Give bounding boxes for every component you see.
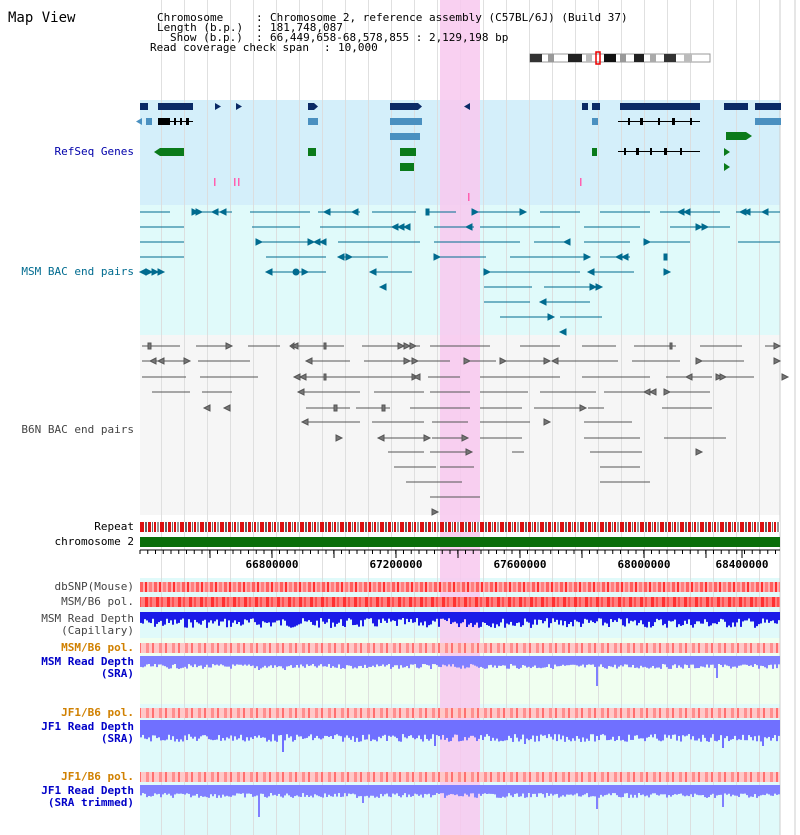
span-sep: :: [324, 41, 338, 54]
chromosome-sep: :: [256, 11, 270, 24]
track-label-msm-b6-pol-2[interactable]: MSM/B6 pol.: [61, 641, 134, 654]
msm-read-depth-sra: [140, 656, 780, 686]
track-label-msm-depth-sra-2: (SRA): [100, 667, 134, 680]
chromosome-bar[interactable]: [140, 537, 780, 547]
selection-highlight: [440, 0, 480, 835]
jf1-b6-pol-track-1: [140, 708, 780, 718]
track-label-jf1-b6-pol-1[interactable]: JF1/B6 pol.: [61, 706, 134, 719]
axis-label-3: 67600000: [493, 558, 547, 571]
app-title: Map View: [8, 10, 76, 26]
track-label-jf1-depth-trim-2: (SRA trimmed): [47, 796, 134, 809]
axis-label-2: 67200000: [369, 558, 423, 571]
show-value: 66,449,658-68,578,855 : 2,129,198 bp: [270, 31, 509, 44]
track-label-msm-bac[interactable]: MSM BAC end pairs: [21, 265, 134, 278]
track-label-msm-depth-cap-2: (Capillary): [61, 624, 134, 637]
axis-label-5: 68400000: [715, 558, 769, 571]
length-sep: :: [256, 21, 270, 34]
track-label-jf1-depth-sra-2: (SRA): [100, 732, 134, 745]
chromosome-key: Chromosome: [157, 11, 224, 24]
span-key: Read coverage check span: [150, 41, 309, 54]
length-value: 181,748,087: [270, 21, 343, 34]
axis-label-4: 68000000: [617, 558, 671, 571]
axis-label-1: 66800000: [245, 558, 299, 571]
jf1-b6-pol-track-2: [140, 772, 780, 782]
b6n-bac-end-pairs[interactable]: [142, 342, 790, 516]
chromosome-value: Chromosome 2, reference assembly (C57BL/…: [270, 11, 628, 24]
jf1-read-depth-sra: [140, 720, 780, 752]
track-label-repeat[interactable]: Repeat: [94, 520, 134, 533]
show-sep: :: [256, 31, 270, 44]
refseq-genes[interactable]: [136, 103, 781, 201]
track-label-jf1-depth-sra-1[interactable]: JF1 Read Depth: [41, 720, 134, 733]
jf1-read-depth-sra-trimmed: [140, 785, 780, 817]
span-value: 10,000: [338, 41, 378, 54]
chromosome-ideogram: [529, 51, 711, 65]
track-label-msm-b6-pol-1[interactable]: MSM/B6 pol.: [61, 595, 134, 608]
track-label-b6n-bac[interactable]: B6N BAC end pairs: [21, 423, 134, 436]
track-label-refseq[interactable]: RefSeq Genes: [54, 145, 134, 158]
track-label-dbsnp[interactable]: dbSNP(Mouse): [54, 580, 134, 593]
repeat-track[interactable]: [140, 522, 780, 532]
track-label-chromosome[interactable]: chromosome 2: [54, 535, 134, 548]
dbsnp-track: [140, 582, 780, 592]
msm-bac-end-pairs[interactable]: [138, 208, 780, 336]
track-label-jf1-depth-trim-1[interactable]: JF1 Read Depth: [41, 784, 134, 797]
msm-b6-pol-track-1: [140, 597, 780, 607]
track-label-jf1-b6-pol-2[interactable]: JF1/B6 pol.: [61, 770, 134, 783]
length-key: Length (b.p.): [157, 21, 244, 34]
msm-b6-pol-track-2: [140, 643, 780, 653]
msm-read-depth-capillary: [140, 612, 780, 628]
track-label-msm-depth-cap-1[interactable]: MSM Read Depth: [41, 612, 134, 625]
track-label-msm-depth-sra-1[interactable]: MSM Read Depth: [41, 655, 134, 668]
show-key: Show (b.p.): [170, 31, 243, 44]
